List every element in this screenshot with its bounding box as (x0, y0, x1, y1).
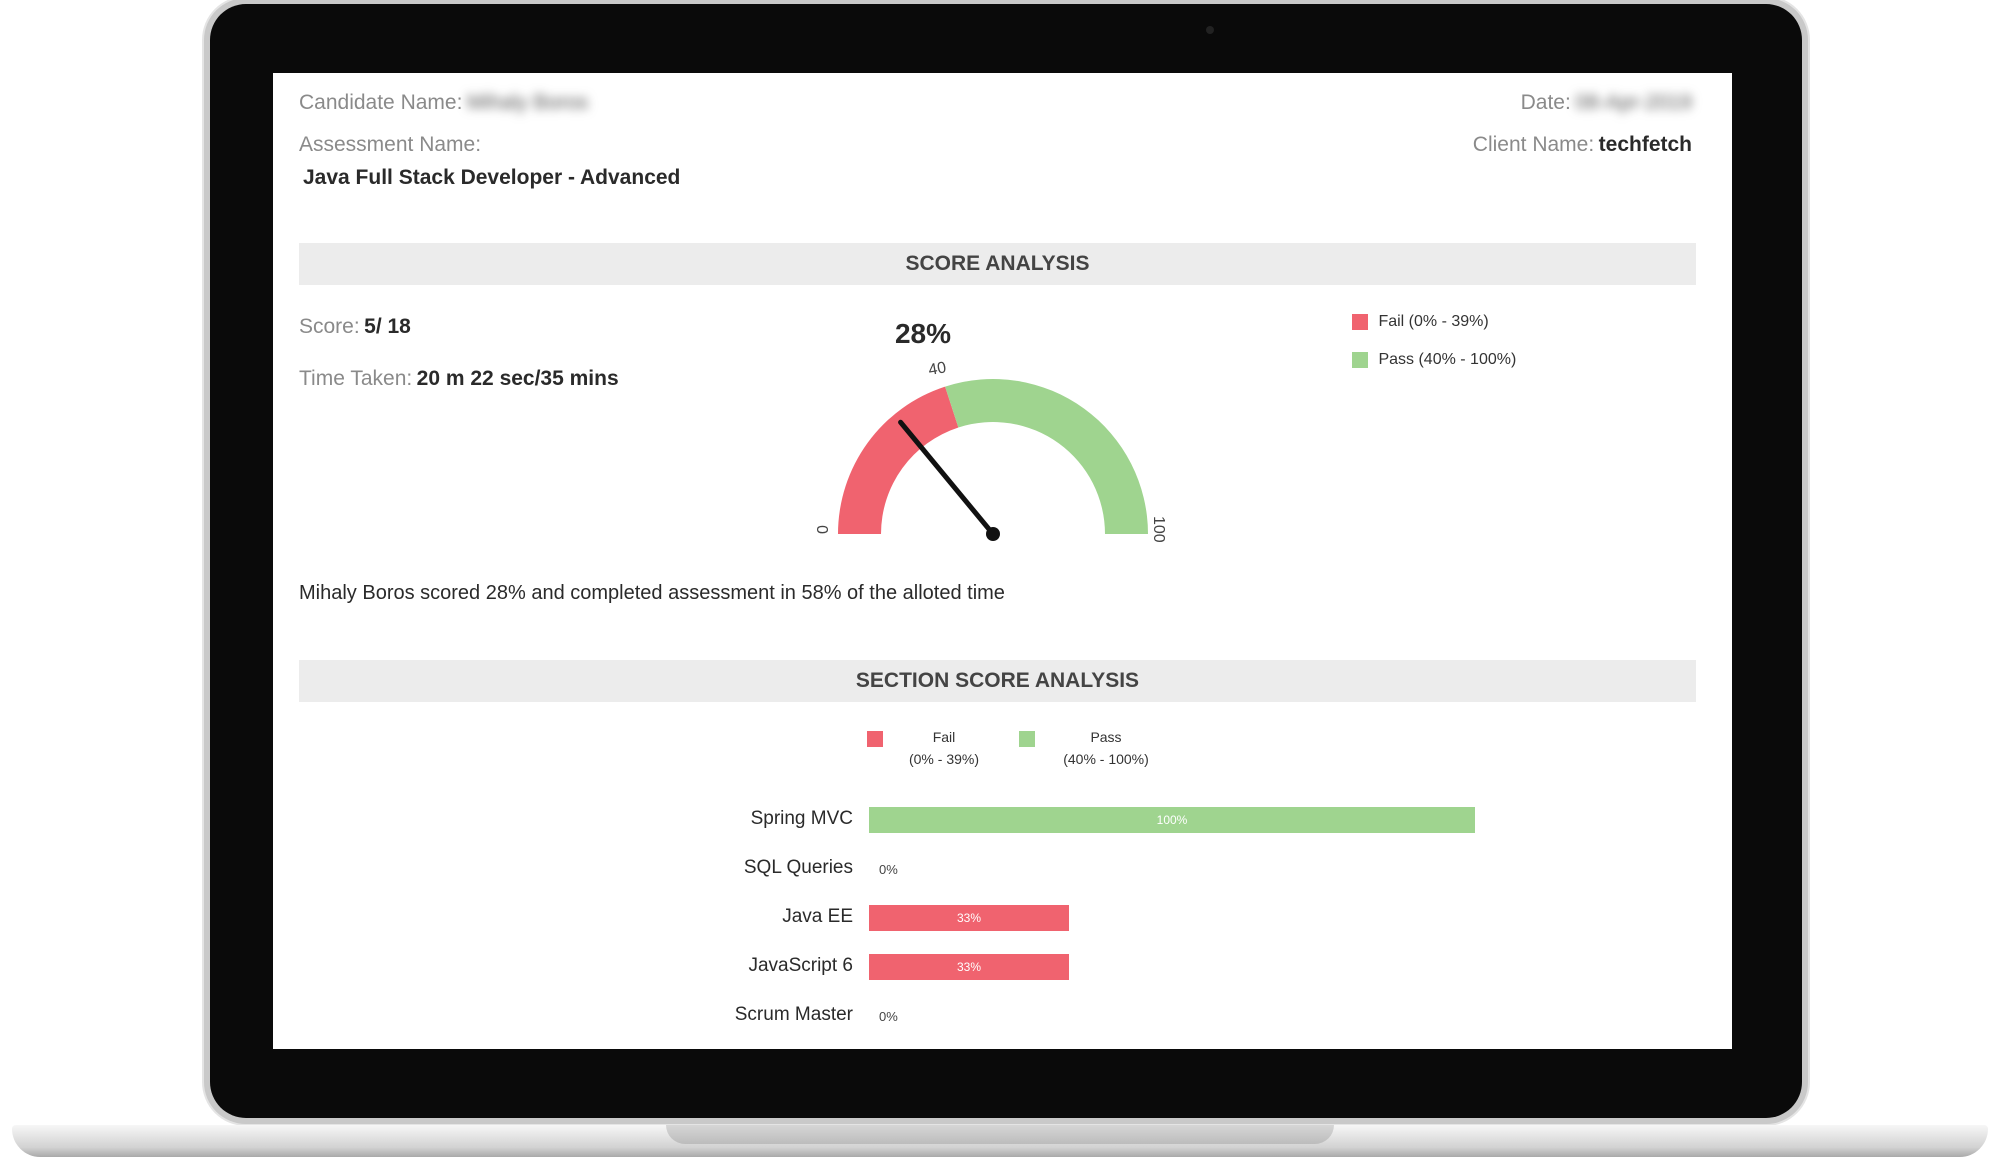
section-bar-label: JavaScript 6 (748, 955, 853, 976)
gauge-fail-arc (838, 386, 959, 534)
client-value: techfetch (1598, 133, 1692, 156)
score-row: Score: 5/ 18 (299, 315, 411, 339)
fail-swatch (1352, 313, 1368, 330)
camera-icon (1206, 26, 1214, 34)
gauge-threshold-label: 40 (927, 359, 948, 379)
score-value: 5/ 18 (364, 315, 411, 338)
assessment-label: Assessment Name: (299, 133, 482, 156)
laptop-base-notch (666, 1125, 1334, 1144)
score-percent: 28% (894, 318, 952, 349)
section-bar-value-label: 0% (879, 862, 898, 877)
section-bar-label: Scrum Master (734, 1004, 853, 1025)
gauge-needle (898, 419, 996, 537)
gauge-pass-arc (945, 379, 1148, 534)
score-summary: Mihaly Boros scored 28% and completed as… (299, 582, 1005, 604)
time-value: 20 m 22 sec/35 mins (416, 367, 619, 390)
section-fail-swatch (867, 731, 883, 747)
score-analysis-header: SCORE ANALYSIS (299, 243, 1696, 285)
section-analysis-header: SECTION SCORE ANALYSIS (299, 660, 1696, 702)
score-label: Score: (299, 315, 360, 338)
section-legend-fail-range: (0% - 39%) (908, 751, 980, 767)
time-row: Time Taken: 20 m 22 sec/35 mins (299, 367, 619, 391)
section-bar: 33% (869, 905, 1069, 931)
client-row: Client Name: techfetch (1473, 133, 1692, 157)
report-screen: Candidate Name: Mihaly Boros Date: 08-Ap… (273, 73, 1732, 1049)
section-bar-label: SQL Queries (743, 857, 853, 878)
gauge-needle-hub (986, 527, 1000, 541)
section-bar-value-label: 0% (879, 1009, 898, 1024)
legend-fail-label: Fail (0% - 39%) (1378, 313, 1489, 330)
section-legend-pass-range: (40% - 100%) (1063, 751, 1149, 767)
section-bar: 33% (869, 954, 1069, 980)
section-bar-label: Java EE (782, 906, 853, 927)
date-value: 08-Apr-2019 (1575, 91, 1692, 114)
gauge-max-label: 100 (1150, 516, 1167, 543)
section-pass-swatch (1019, 731, 1035, 747)
section-bar: 100% (869, 807, 1475, 833)
date-label: Date: (1520, 91, 1571, 114)
date-row: Date: 08-Apr-2019 (1521, 91, 1692, 115)
assessment-value: Java Full Stack Developer - Advanced (303, 166, 681, 189)
legend-pass-label: Pass (40% - 100%) (1378, 351, 1517, 368)
candidate-label: Candidate Name: (299, 91, 463, 114)
pass-swatch (1352, 351, 1368, 368)
legend-fail: Fail (0% - 39%) (1352, 313, 1489, 331)
time-label: Time Taken: (299, 367, 413, 390)
candidate-value: Mihaly Boros (466, 91, 589, 114)
section-legend-pass-label: Pass (1090, 729, 1122, 745)
gauge-min-label: 0 (815, 525, 832, 534)
section-bar-label: Spring MVC (750, 808, 853, 829)
score-gauge: 0 40 100 (815, 359, 1167, 543)
legend-pass: Pass (40% - 100%) (1352, 351, 1516, 369)
section-legend-fail-label: Fail (932, 729, 956, 745)
client-label: Client Name: (1472, 133, 1595, 156)
candidate-row: Candidate Name: Mihaly Boros (299, 91, 588, 115)
